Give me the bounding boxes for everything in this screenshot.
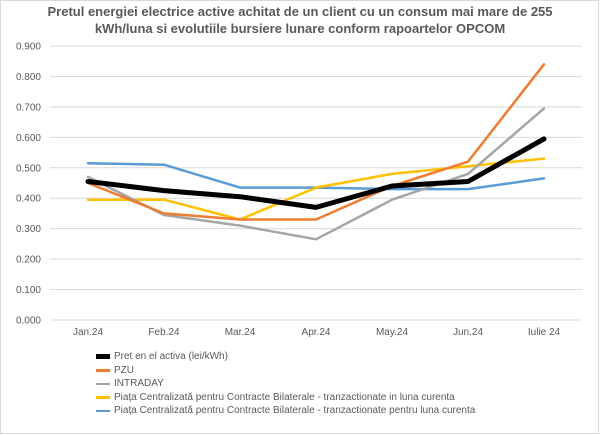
legend-swatch <box>96 382 110 385</box>
x-tick-label: Mar.24 <box>225 327 256 338</box>
legend-swatch <box>96 354 110 360</box>
series-line-2 <box>86 107 546 241</box>
legend-swatch <box>96 409 110 412</box>
x-tick-label: Jun.24 <box>453 327 483 338</box>
x-tick-label: Iulie 24 <box>528 327 561 338</box>
legend-swatch <box>96 369 110 372</box>
legend-label: INTRADAY <box>114 378 164 390</box>
y-tick-label: 0.400 <box>16 194 41 205</box>
y-tick-label: 0.200 <box>16 255 41 266</box>
series-line-0 <box>85 136 547 210</box>
y-tick-label: 0.800 <box>16 72 41 83</box>
legend-item: Pret en el activa (lei/kWh) <box>96 350 475 364</box>
legend-item: INTRADAY <box>96 377 475 391</box>
series-line-3 <box>86 157 546 221</box>
legend-label: Piața Centralizată pentru Contracte Bila… <box>114 405 476 417</box>
series-line-1 <box>86 63 546 221</box>
legend-label: Piața Centralizată pentru Contracte Bila… <box>114 391 455 403</box>
legend-label: PZU <box>114 364 134 376</box>
x-tick-label: Apr.24 <box>302 327 331 338</box>
y-tick-label: 0.100 <box>16 285 41 296</box>
x-tick-label: Jan.24 <box>73 327 103 338</box>
chart-title: Pretul energiei electrice active achitat… <box>47 4 553 36</box>
legend-item: Piața Centralizată pentru Contracte Bila… <box>96 404 475 418</box>
y-tick-label: 0.000 <box>16 316 41 327</box>
y-tick-label: 0.300 <box>16 224 41 235</box>
legend-item: Piața Centralizată pentru Contracte Bila… <box>96 391 475 405</box>
y-tick-label: 0.700 <box>16 102 41 113</box>
legend-label: Pret en el activa (lei/kWh) <box>114 351 228 363</box>
x-tick-label: May.24 <box>376 327 408 338</box>
y-tick-label: 0.900 <box>16 42 41 53</box>
legend-item: PZU <box>96 364 475 378</box>
chart-legend: Pret en el activa (lei/kWh) PZU INTRADAY Pi… <box>96 350 475 418</box>
x-tick-label: Feb.24 <box>148 327 180 338</box>
y-tick-label: 0.500 <box>16 163 41 174</box>
y-tick-label: 0.600 <box>16 133 41 144</box>
legend-swatch <box>96 396 110 399</box>
